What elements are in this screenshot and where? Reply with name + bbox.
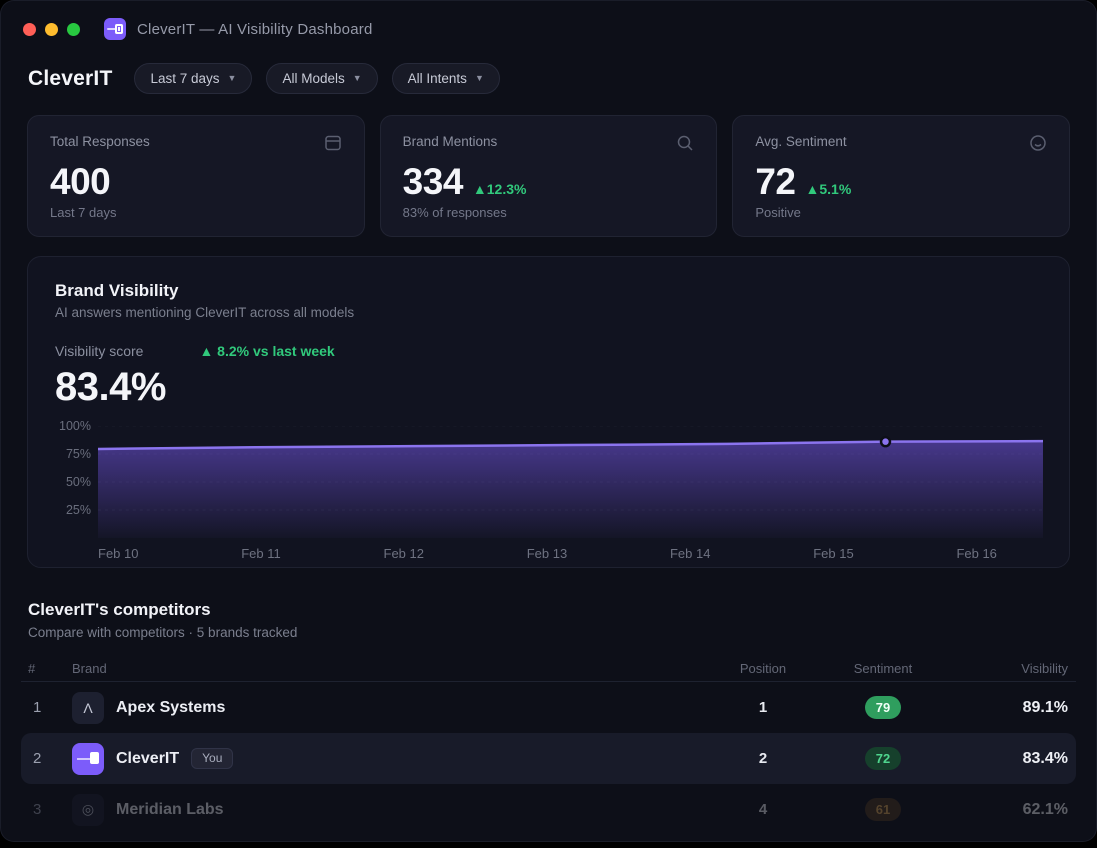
calendar-icon [324,134,342,157]
visibility-chart: 100% 75% 50% 25% [55,419,1043,538]
x-axis-label: Feb 16 [956,546,997,561]
close-window-button[interactable] [23,22,36,36]
dashboard-header: CleverIT Last 7 days ▼ All Models ▼ All … [1,57,1096,94]
models-filter-label: All Models [282,71,345,86]
competitors-section: CleverIT's competitors Compare with comp… [1,600,1096,835]
table-row-cleverit[interactable]: 2 CleverIT You 2 72 83.4% [21,733,1076,784]
you-badge: You [191,748,234,769]
position-cell: 1 [758,699,768,716]
table-row-apex-systems[interactable]: 1 Λ Apex Systems 1 79 89.1% [21,682,1076,733]
section-title: CleverIT's competitors [28,600,211,619]
cleverit-logo-avatar [72,742,104,775]
position-cell: 4 [758,801,768,818]
stats-row: Total Responses 400 Last 7 days Brand Me… [1,115,1096,237]
rank-cell: 2 [33,750,42,767]
x-axis-label: Feb 14 [669,546,711,561]
col-header-sentiment: Sentiment [853,661,913,676]
col-header-visibility: Visibility [1021,661,1068,676]
chart-x-axis: Feb 10 Feb 11 Feb 12 Feb 13 Feb 14 Feb 15 Feb … [98,546,1043,561]
stat-label: Total Responses [50,134,150,149]
x-axis-label: Feb 10 [98,546,139,561]
stat-card-brand-mentions: Brand Mentions 334 ▲12.3% 83% of respons… [379,115,718,237]
stat-value: 400 [50,161,111,202]
window-controls [23,22,80,36]
sentiment-badge: 61 [865,798,901,821]
minimize-window-button[interactable] [45,22,58,36]
stat-delta: ▲5.1% [805,181,852,197]
brand-name: Apex Systems [116,698,226,716]
search-icon [676,134,694,157]
y-axis-label: 75% [65,447,91,461]
zoom-window-button[interactable] [67,22,80,36]
card-title: Brand Visibility [55,281,179,300]
col-header-position: Position [739,661,787,676]
rank-cell: 3 [33,801,42,818]
brand-avatar: ◎ [72,793,104,826]
visibility-cell: 89.1% [1022,698,1068,716]
visibility-cell: 83.4% [1022,749,1068,767]
intents-filter[interactable]: All Intents ▼ [391,63,500,94]
competitors-table: # Brand Position Sentiment Visibility 1 … [21,656,1076,835]
stat-delta: ▲12.3% [472,181,527,197]
chart-marker-dot [879,435,892,448]
stat-subtitle: Last 7 days [50,205,117,220]
position-cell: 2 [758,750,768,767]
chevron-down-icon: ▼ [227,72,237,83]
smiley-icon [1029,134,1047,157]
stat-label: Avg. Sentiment [755,134,847,149]
visibility-score-delta: ▲ 8.2% vs last week [199,343,335,359]
brand-name: CleverIT [116,749,180,767]
card-subtitle: AI answers mentioning CleverIT across al… [55,305,355,320]
brand-name: Meridian Labs [116,800,224,818]
x-axis-label: Feb 11 [241,546,281,561]
stat-subtitle: Positive [755,205,801,220]
stat-value: 334 [402,161,464,202]
section-subtitle: Compare with competitors · 5 brands trac… [28,625,298,640]
x-axis-label: Feb 15 [813,546,854,561]
col-header-brand: Brand [72,661,107,676]
table-header-row: # Brand Position Sentiment Visibility [21,656,1076,682]
page-title: CleverIT [28,66,113,90]
chart-plot-area [98,426,1043,538]
x-axis-label: Feb 12 [383,546,424,561]
date-range-filter-label: Last 7 days [150,71,220,86]
stat-card-avg-sentiment: Avg. Sentiment 72 ▲5.1% Positive [732,115,1071,237]
brand-visibility-card: Brand Visibility AI answers mentioning C… [27,256,1070,568]
chevron-down-icon: ▼ [474,72,484,83]
intents-filter-label: All Intents [407,71,467,86]
chart-y-axis: 100% 75% 50% 25% [55,419,98,538]
area-chart-svg [98,426,1043,538]
visibility-score-value: 83.4% [55,365,166,409]
title-bar: CleverIT — AI Visibility Dashboard [1,1,1096,57]
app-logo-icon [104,18,126,40]
y-axis-label: 100% [59,419,91,433]
y-axis-label: 50% [65,475,91,489]
date-range-filter[interactable]: Last 7 days ▼ [134,63,253,94]
visibility-score-label: Visibility score [55,343,144,359]
models-filter[interactable]: All Models ▼ [266,63,378,94]
stat-value: 72 [755,161,796,202]
stat-card-total-responses: Total Responses 400 Last 7 days [27,115,365,237]
sentiment-badge: 72 [865,747,901,770]
rank-cell: 1 [33,699,42,716]
y-axis-label: 25% [65,503,91,517]
col-header-rank: # [28,661,36,676]
sentiment-badge: 79 [865,696,901,719]
window-title: CleverIT — AI Visibility Dashboard [137,20,373,38]
visibility-cell: 62.1% [1022,800,1068,818]
stat-subtitle: 83% of responses [402,205,507,220]
x-axis-label: Feb 13 [526,546,568,561]
chevron-down-icon: ▼ [352,72,362,83]
stat-label: Brand Mentions [402,134,498,149]
table-row-meridian-labs[interactable]: 3 ◎ Meridian Labs 4 61 62.1% [21,784,1076,835]
brand-avatar: Λ [72,691,104,724]
